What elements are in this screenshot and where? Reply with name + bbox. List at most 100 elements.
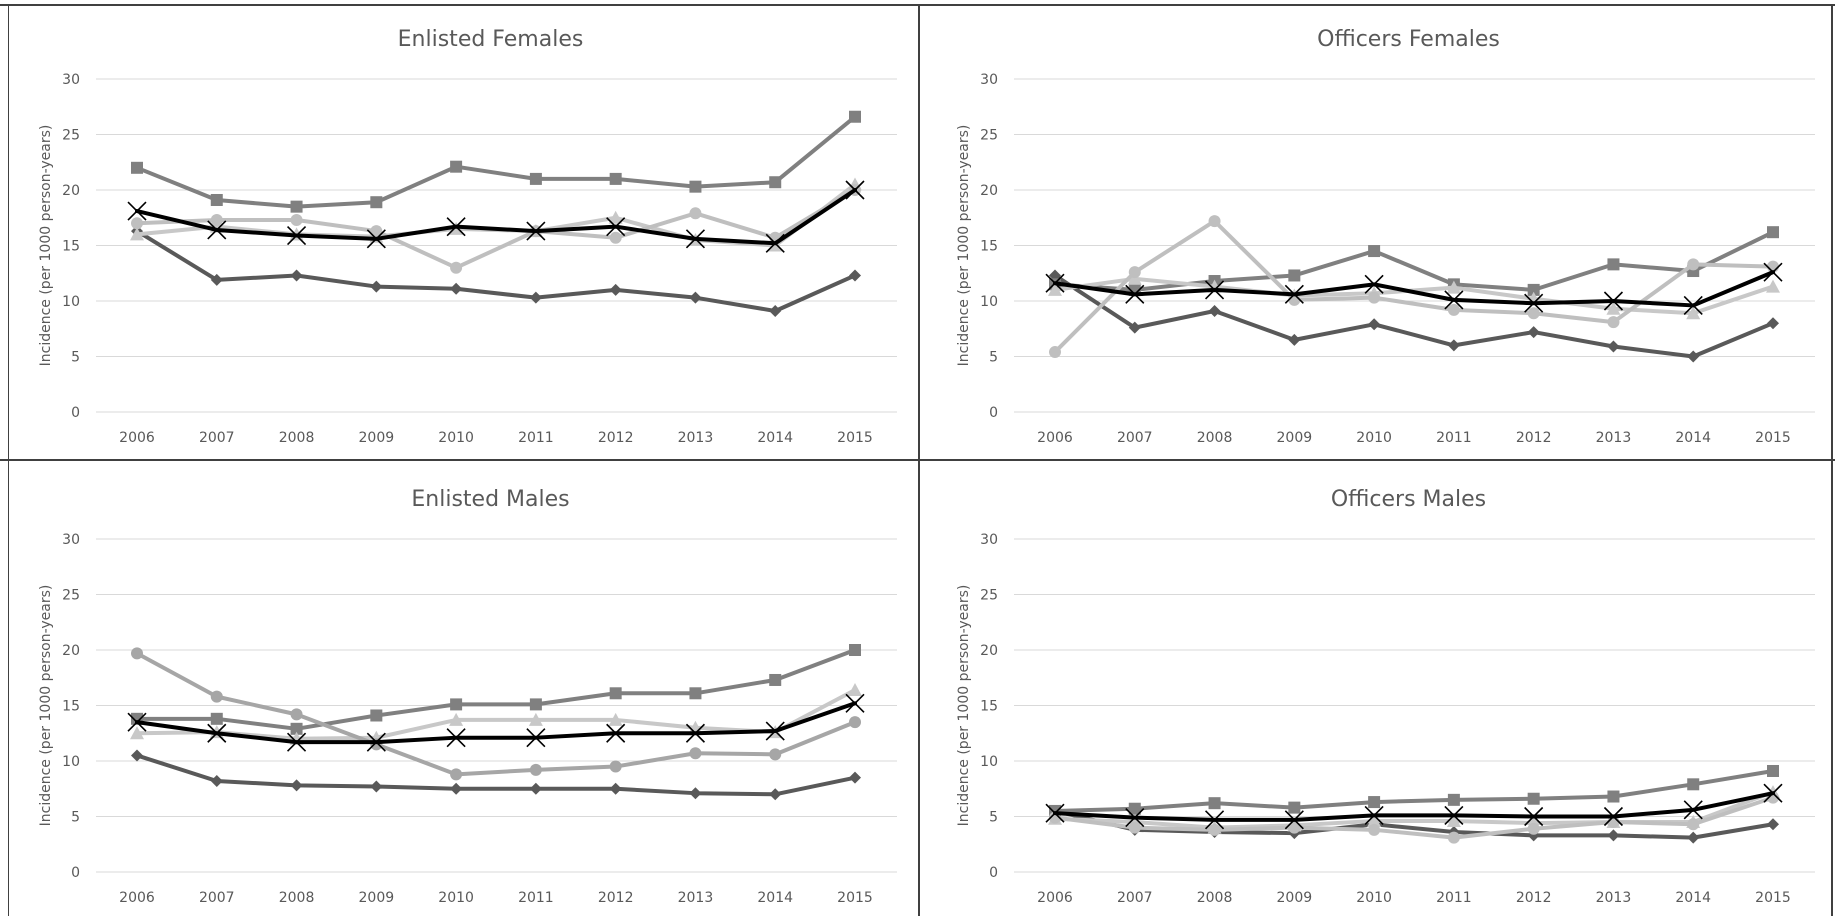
data-point-x (1204, 280, 1225, 300)
data-point-x (1603, 291, 1624, 311)
data-point-circle (1368, 823, 1381, 836)
data-point-diamond (131, 749, 143, 762)
series-square (1049, 226, 1779, 296)
data-point-diamond (849, 269, 861, 282)
data-point-square (1527, 792, 1540, 805)
data-point-diamond (1687, 831, 1700, 844)
data-point-x (1444, 805, 1464, 825)
data-point-x (1045, 273, 1065, 293)
x-tick-label: 2014 (757, 890, 793, 906)
data-point-circle (769, 748, 782, 761)
data-point-diamond (370, 780, 383, 793)
data-point-circle (1128, 821, 1141, 834)
data-point-triangle (1686, 306, 1701, 320)
series-x (127, 693, 865, 752)
data-point-triangle (528, 712, 543, 726)
data-point-square (1527, 283, 1540, 296)
data-point-x (1683, 800, 1703, 820)
frame-middle-horizontal (0, 459, 1835, 461)
data-point-triangle (1446, 280, 1461, 294)
data-point-triangle (1606, 301, 1621, 315)
data-point-square (1607, 258, 1620, 271)
data-point-square (529, 698, 542, 711)
series-diamond (131, 225, 861, 317)
series-circle (131, 647, 861, 781)
chart-title: Enlisted Females (398, 27, 584, 52)
x-tick-label: 2012 (598, 430, 634, 446)
x-tick-label: 2006 (1037, 890, 1073, 906)
data-point-triangle (1367, 813, 1382, 827)
data-point-x (1284, 810, 1304, 830)
x-tick-label: 2006 (119, 430, 155, 446)
x-tick-label: 2013 (1596, 890, 1632, 906)
series-diamond (131, 749, 861, 801)
data-point-diamond (769, 788, 782, 801)
data-point-circle (1527, 307, 1540, 320)
data-point-diamond (609, 283, 622, 296)
x-tick-label: 2014 (757, 430, 793, 446)
x-tick-label: 2010 (438, 430, 474, 446)
data-point-square (290, 722, 303, 735)
data-point-diamond (1527, 326, 1540, 339)
data-point-circle (1208, 215, 1221, 228)
series-x (1045, 783, 1783, 830)
data-point-circle (1527, 822, 1540, 835)
data-point-circle (290, 213, 303, 226)
series-line-circle (1053, 219, 1775, 355)
officers-males-chart: Officers Males 0 5 10 15 20 25 30 2006 2007 2008 20… (918, 460, 1835, 916)
x-tick-label: 2015 (1755, 890, 1791, 906)
y-tick-label: 15 (980, 699, 998, 715)
data-point-x (1603, 806, 1624, 827)
series-line-x (135, 188, 857, 246)
x-tick-label: 2011 (518, 430, 554, 446)
data-point-square (689, 180, 702, 193)
data-point-x (446, 728, 466, 748)
data-point-x (765, 721, 785, 741)
x-tick-label: 2013 (678, 430, 714, 446)
data-point-x (685, 723, 706, 743)
y-tick-label: 5 (71, 350, 80, 366)
series-line-diamond (1053, 273, 1775, 359)
x-tick-label: 2015 (1755, 430, 1791, 446)
series-diamond (1049, 269, 1779, 363)
data-point-circle (609, 231, 622, 244)
data-point-circle (1368, 291, 1381, 304)
series-square (1049, 764, 1779, 817)
data-point-x (127, 712, 147, 732)
series-line-circle (135, 188, 857, 270)
data-point-x (1444, 290, 1464, 310)
series-line-diamond (1053, 808, 1775, 840)
data-point-circle (370, 225, 383, 238)
data-point-triangle (130, 726, 144, 740)
y-tick-label: 0 (989, 405, 998, 421)
x-tick-label: 2009 (359, 890, 395, 906)
data-point-circle (689, 207, 702, 220)
x-tick-label: 2009 (359, 430, 395, 446)
data-point-square (450, 698, 463, 711)
series-line-diamond (135, 229, 857, 313)
data-point-diamond (1368, 318, 1381, 331)
data-point-circle (1128, 266, 1141, 279)
data-point-square (370, 709, 383, 722)
data-point-circle (1447, 831, 1460, 844)
y-tick-label: 20 (62, 643, 80, 659)
series-circle (1049, 791, 1779, 844)
x-tick-label: 2009 (1277, 430, 1313, 446)
y-axis-label: Incidence (per 1000 person-years) (956, 125, 972, 367)
chart-svg: Enlisted Females 0 5 10 15 20 25 30 2006 2007 2008… (38, 27, 897, 446)
y-tick-label: 30 (62, 72, 80, 88)
x-tick-label: 2007 (1117, 430, 1153, 446)
y-tick-label: 30 (980, 72, 998, 88)
data-point-x (366, 732, 386, 752)
data-point-x (845, 180, 865, 200)
data-point-diamond (689, 787, 702, 800)
series-line-square (1053, 230, 1775, 292)
data-point-square (131, 161, 143, 174)
x-tick-label: 2006 (1037, 430, 1073, 446)
data-point-square (210, 193, 223, 206)
data-point-triangle (449, 712, 464, 726)
data-point-x (606, 723, 626, 743)
series-square (131, 110, 861, 213)
data-point-x (1364, 805, 1384, 825)
